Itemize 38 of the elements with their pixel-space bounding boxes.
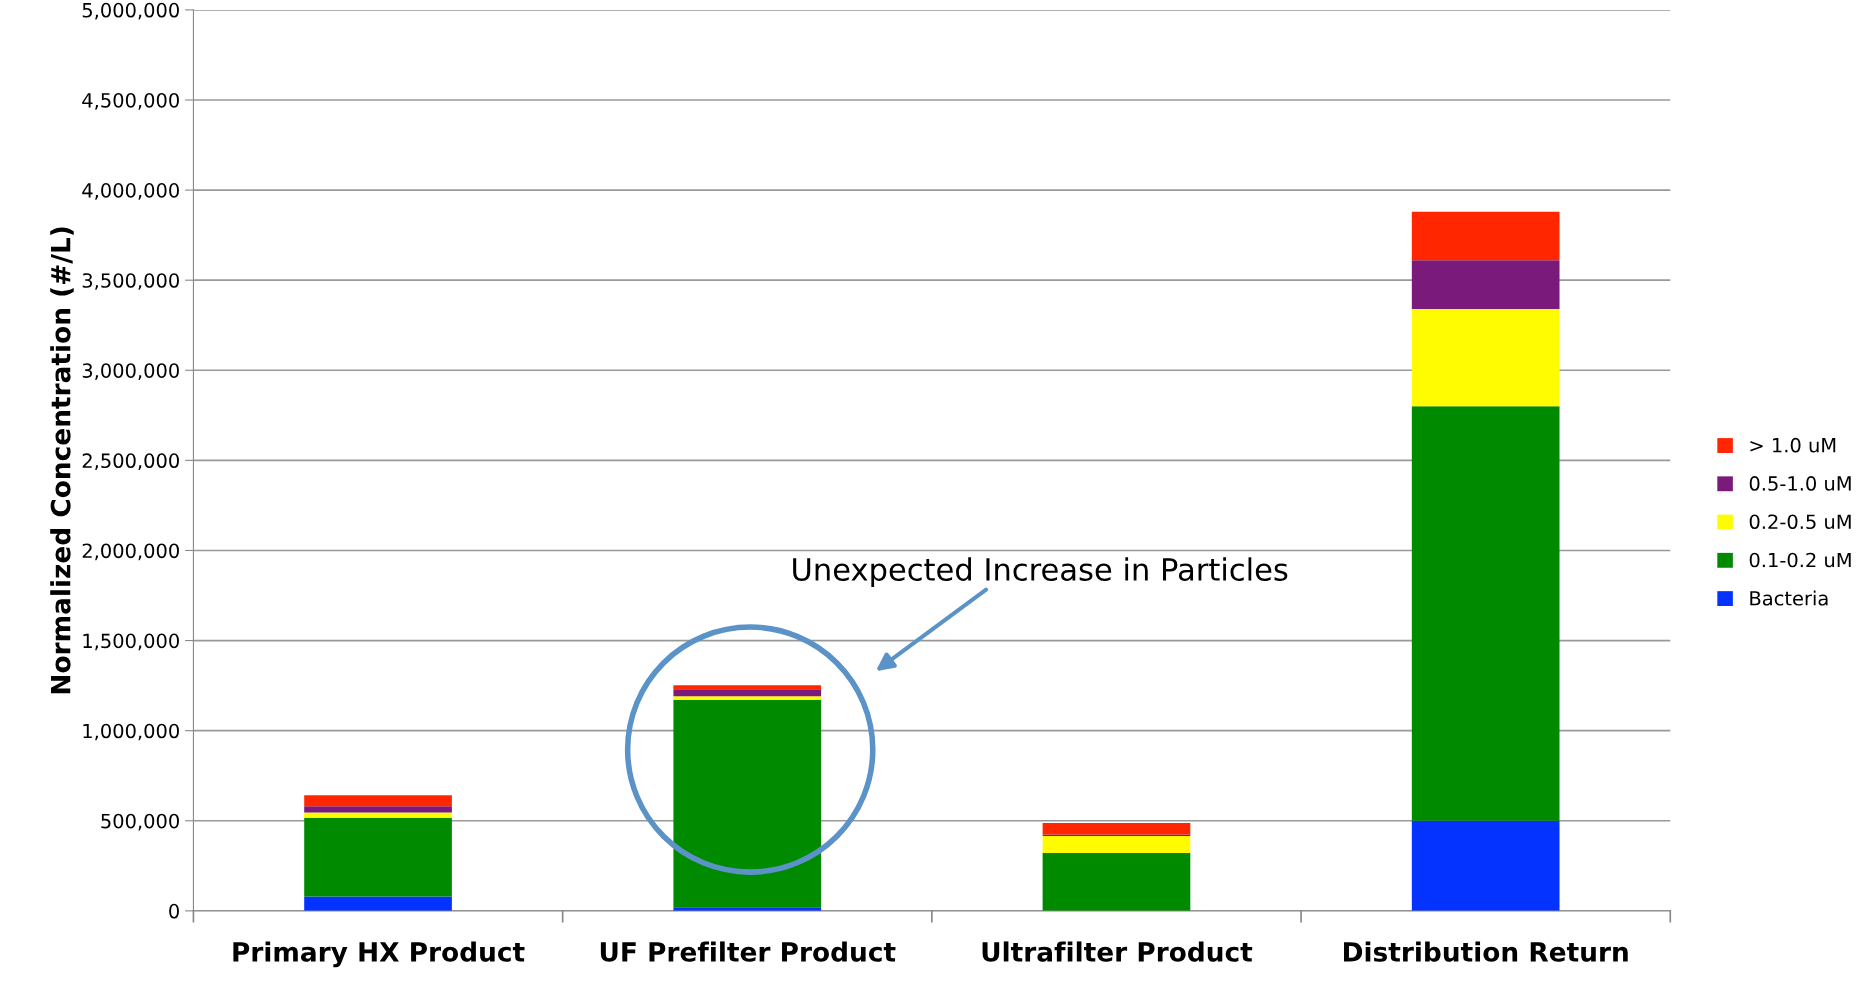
y-tick-label: 2,500,000 <box>82 453 179 471</box>
y-tick-label: 3,000,000 <box>82 363 179 380</box>
bar <box>673 685 822 690</box>
annotation: Unexpected Increase in Particles <box>793 557 1288 587</box>
bar <box>1042 823 1191 835</box>
y-tick-label: 1,000,000 <box>83 723 179 741</box>
bar <box>1411 211 1560 261</box>
x-tick-label: Ultrafilter Product <box>982 941 1253 962</box>
y-tick-label: 3,500,000 <box>82 273 179 290</box>
y-tick-label: 4,000,000 <box>82 183 179 200</box>
bar <box>304 812 452 818</box>
y-tick-label: 2,000,000 <box>82 543 179 561</box>
bar <box>304 896 452 911</box>
bar <box>673 689 822 697</box>
legend-label: Bacteria <box>1750 590 1828 606</box>
x-tick-label: Primary HX Product <box>233 941 525 968</box>
bar <box>1411 309 1560 407</box>
y-tick-label: 5,000,000 <box>82 2 179 20</box>
legend-label: 0.5-1.0 uM <box>1749 476 1851 491</box>
y-axis-title: Normalized Concentration (#/L) <box>50 227 74 694</box>
bar <box>673 696 822 700</box>
x-tick-label: UF Prefilter Product <box>600 941 896 962</box>
bar <box>1411 406 1560 821</box>
y-tick-label: 0 <box>169 903 179 919</box>
y-tick-label: 1,500,000 <box>83 633 179 651</box>
legend-label: 0.1-0.2 uM <box>1749 552 1851 568</box>
bar <box>1411 820 1560 911</box>
legend-label: > 1.0 uM <box>1750 437 1836 453</box>
bar <box>1042 853 1191 911</box>
bar <box>304 806 452 813</box>
bar <box>304 817 452 897</box>
bar <box>1411 260 1560 310</box>
bar <box>1042 835 1191 854</box>
bar <box>304 795 452 807</box>
y-tick-label: 4,500,000 <box>82 92 179 110</box>
legend-label: 0.2-0.5 uM <box>1749 514 1851 530</box>
y-tick-label: 500,000 <box>101 813 179 831</box>
x-tick-label: Distribution Return <box>1344 941 1628 962</box>
